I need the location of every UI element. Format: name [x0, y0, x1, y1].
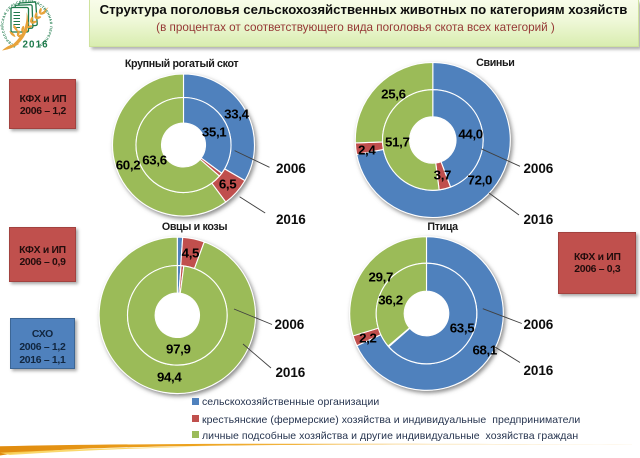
svg-text:2016: 2016 — [23, 40, 49, 51]
